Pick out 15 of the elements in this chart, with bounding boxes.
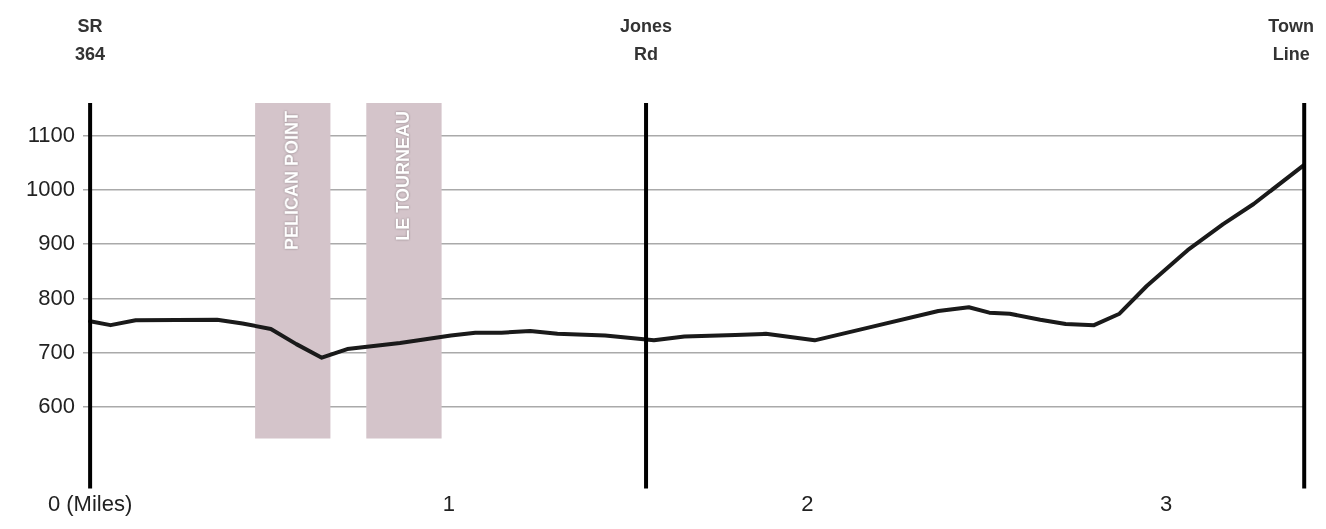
x-tick-label: 0 (Miles) <box>47 490 133 516</box>
y-tick-label: 1100 <box>27 121 75 147</box>
y-tick-label: 600 <box>38 393 75 419</box>
ref-line-label: Town Line <box>1268 16 1314 64</box>
ref-line-label: SR 364 <box>75 16 106 64</box>
y-tick-label: 1000 <box>25 175 75 201</box>
x-tick-label: 2 <box>801 490 814 516</box>
y-tick-label: 800 <box>38 284 75 310</box>
ref-line-label: Jones Rd <box>620 16 673 64</box>
y-tick-label: 700 <box>38 338 75 364</box>
band-label: LE TOURNEAU <box>392 111 413 241</box>
x-tick-label: 1 <box>442 490 455 516</box>
x-tick-label: 3 <box>1159 490 1173 516</box>
y-tick-label: 900 <box>38 230 75 256</box>
band-label: PELICAN POINT <box>281 111 302 251</box>
